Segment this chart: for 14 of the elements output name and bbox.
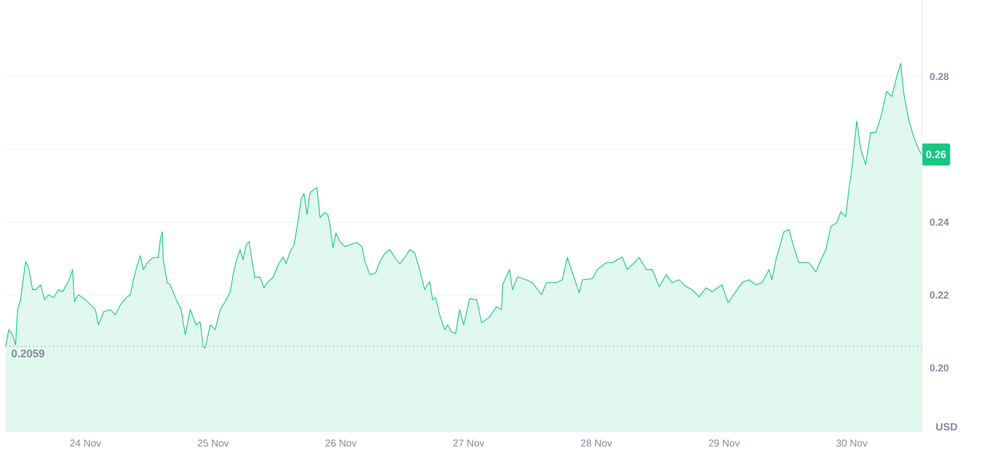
y-tick-label: 0.24 <box>930 218 949 226</box>
y-tick-label: 0.28 <box>930 72 949 80</box>
ref-line-label: 0.2059 <box>12 350 44 358</box>
x-tick-label: 27 Nov <box>453 440 484 447</box>
x-tick-label: 28 Nov <box>581 440 612 447</box>
x-tick-label: 24 Nov <box>70 440 102 447</box>
x-tick-label: 25 Nov <box>198 440 229 447</box>
x-tick-label: 26 Nov <box>326 440 357 447</box>
annotation: 0.26 <box>926 150 946 158</box>
x-tick-label: 29 Nov <box>708 440 740 447</box>
y-tick-label: 0.20 <box>930 364 949 372</box>
y-tick-label: 0.22 <box>930 292 949 299</box>
y-axis-title: USD <box>936 423 958 430</box>
x-tick-label: 30 Nov <box>836 440 868 447</box>
